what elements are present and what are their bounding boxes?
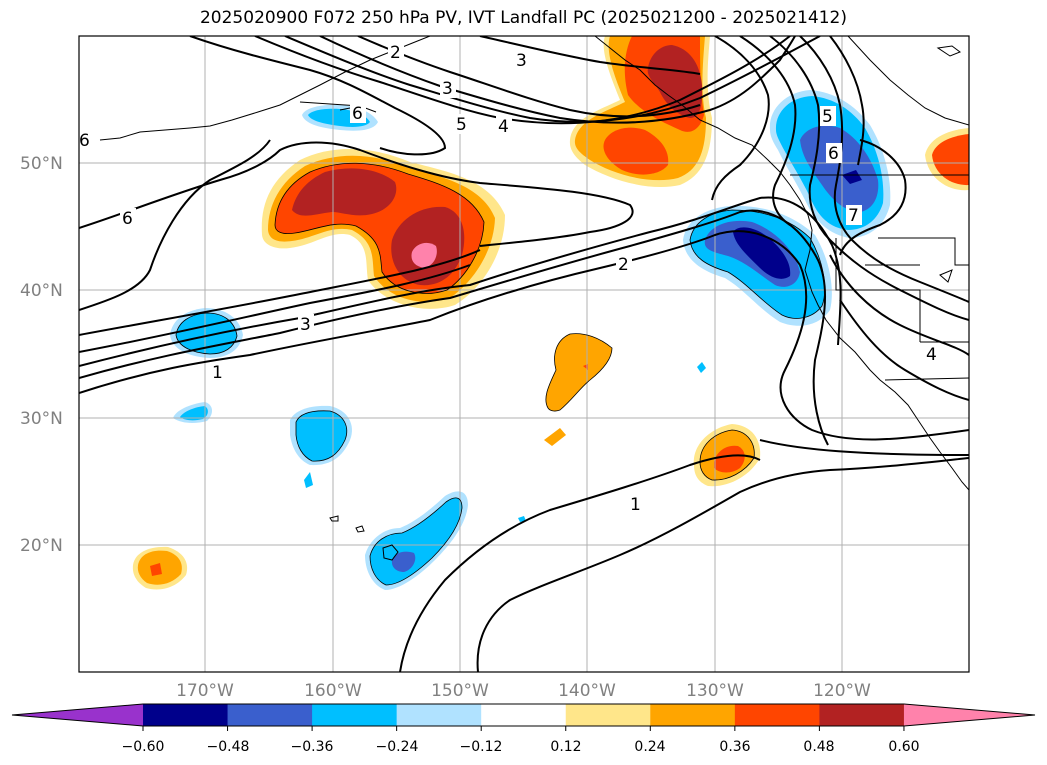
- lat-label: 20°N: [20, 536, 63, 556]
- colorbar-segment: [227, 704, 313, 726]
- colorbar-tick-label: 0.12: [550, 739, 581, 755]
- colorbar-tick-label: −0.36: [291, 739, 334, 755]
- contour-label: 3: [442, 79, 453, 99]
- contour-label: 4: [926, 345, 937, 365]
- anomaly-outlines: [175, 162, 826, 586]
- contour-label: 5: [822, 107, 833, 127]
- contour-label: 4: [498, 117, 509, 137]
- map-title: 2025020900 F072 250 hPa PV, IVT Landfall…: [199, 8, 847, 28]
- lon-label: 120°W: [813, 681, 871, 701]
- colorbar-tick-label: 0.60: [888, 739, 919, 755]
- contour-label: 2: [390, 43, 401, 63]
- contour-label: 7: [848, 206, 859, 226]
- lon-axis-labels: 170°W 160°W 150°W 140°W 130°W 120°W: [176, 681, 871, 701]
- positive-anomaly-region: [932, 134, 969, 186]
- negative-anomaly-region: [733, 227, 791, 279]
- colorbar: [11, 703, 1036, 731]
- shading-layer: [132, 36, 969, 590]
- colorbar-extend-low: [12, 704, 143, 726]
- contour-label: 1: [212, 363, 223, 383]
- contour-label: 3: [300, 315, 311, 335]
- map-border: [78, 35, 970, 673]
- colorbar-segment: [312, 704, 398, 726]
- negative-anomaly-region: [180, 406, 208, 421]
- contour-label: 3: [516, 51, 527, 71]
- lat-axis-labels: 50°N 40°N 30°N 20°N: [20, 154, 63, 556]
- lat-label: 50°N: [20, 154, 63, 174]
- lat-label: 40°N: [20, 281, 63, 301]
- colorbar-tick-label: 0.24: [634, 739, 665, 755]
- colorbar-extend-high: [903, 704, 1035, 726]
- colorbar-segment: [819, 704, 905, 726]
- lon-label: 160°W: [304, 681, 362, 701]
- contour-label: 6: [79, 131, 90, 151]
- lon-label: 140°W: [558, 681, 616, 701]
- contour-label: 1: [630, 495, 641, 515]
- colorbar-segment: [565, 704, 651, 726]
- colorbar-tick-label: −0.24: [376, 739, 419, 755]
- positive-anomaly-region: [292, 168, 397, 216]
- map-plot: 2 3 4 5 6 6 1 3 1 2 3 4 5 6: [79, 36, 969, 672]
- lat-label: 30°N: [20, 409, 63, 429]
- colorbar-tick-label: 0.36: [719, 739, 750, 755]
- colorbar-tick-label: 0.48: [803, 739, 834, 755]
- lon-label: 130°W: [686, 681, 744, 701]
- colorbar-segment: [143, 704, 229, 726]
- negative-anomaly-region: [296, 410, 347, 462]
- lon-label: 150°W: [431, 681, 489, 701]
- contour-lines: [79, 36, 969, 672]
- colorbar-segment: [481, 704, 567, 726]
- negative-anomaly-region: [697, 362, 706, 373]
- positive-anomaly-region: [150, 563, 162, 576]
- colorbar-tick-label: −0.60: [122, 739, 165, 755]
- contour-label: 2: [618, 255, 629, 275]
- negative-anomaly-region: [842, 170, 862, 184]
- contour-label: 5: [456, 115, 467, 135]
- contour-label: 6: [122, 209, 133, 229]
- lon-label: 170°W: [176, 681, 234, 701]
- positive-anomaly-region: [545, 333, 612, 412]
- contour-label: 6: [828, 144, 839, 164]
- positive-anomaly-region: [411, 242, 437, 268]
- colorbar-tick-label: −0.48: [207, 739, 250, 755]
- contour-label: 6: [352, 104, 363, 124]
- positive-anomaly-region: [647, 45, 703, 118]
- contour-labels: 2 3 4 5 6 6 1 3 1 2 3 4 5 6: [79, 42, 940, 515]
- negative-anomaly-region: [304, 472, 313, 488]
- positive-anomaly-region: [544, 428, 566, 446]
- colorbar-tick-label: −0.12: [460, 739, 503, 755]
- positive-anomaly-region: [714, 445, 745, 473]
- negative-anomaly-region: [391, 551, 416, 572]
- colorbar-segment: [650, 704, 736, 726]
- colorbar-tick-labels: −0.60 −0.48 −0.36 −0.24 −0.12 0.12 0.24 …: [122, 739, 920, 755]
- colorbar-segment: [734, 704, 820, 726]
- colorbar-segment: [396, 704, 482, 726]
